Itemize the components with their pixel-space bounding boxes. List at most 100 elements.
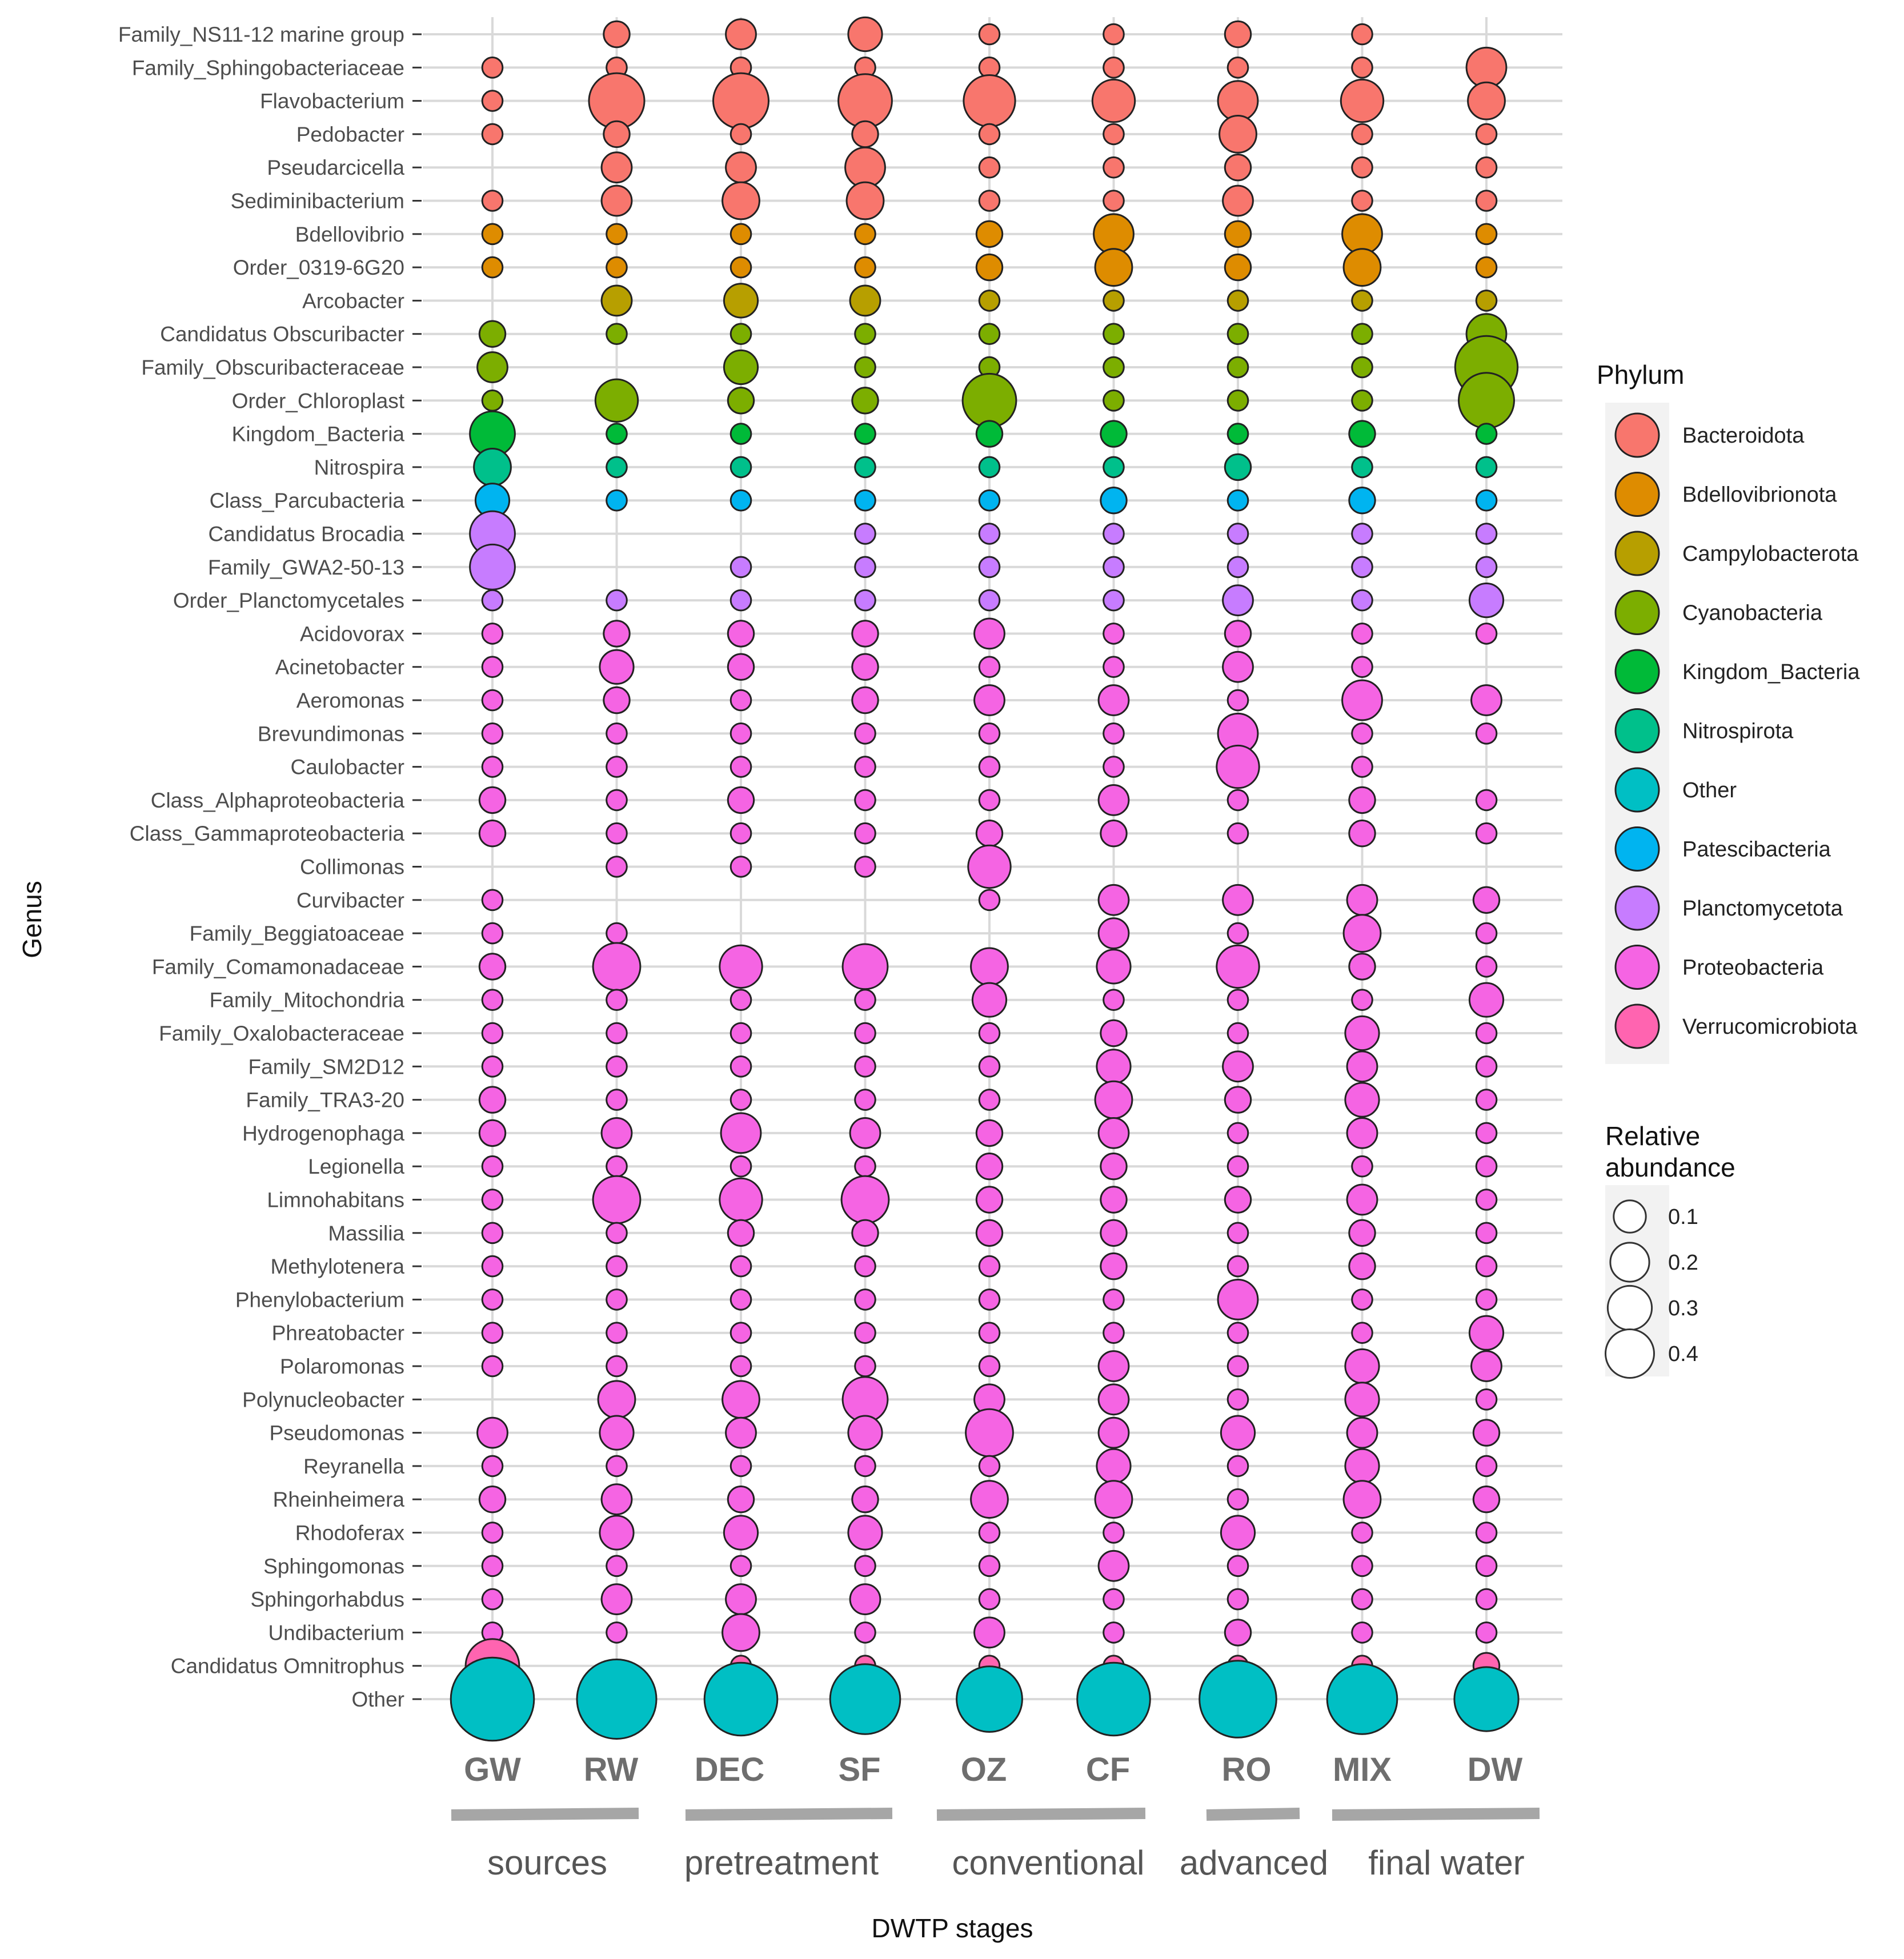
bubble xyxy=(729,1055,752,1078)
bubble xyxy=(1468,1315,1505,1351)
bubble xyxy=(1351,390,1373,412)
x-tick-label: SF xyxy=(838,1751,880,1788)
bubble xyxy=(978,190,1001,212)
bubble xyxy=(1346,1416,1378,1449)
y-tick-label: Nitrospira xyxy=(314,456,405,479)
bubble xyxy=(1224,1086,1252,1114)
bubble xyxy=(1475,956,1498,978)
bubble xyxy=(592,942,642,991)
bubble xyxy=(606,489,628,512)
bubble xyxy=(478,1119,507,1147)
bubble xyxy=(1217,1279,1259,1320)
bubble xyxy=(1341,679,1383,721)
y-tick-label: Family_Oxalobacteraceae xyxy=(159,1022,404,1045)
bubble xyxy=(978,789,1001,812)
bubble xyxy=(971,982,1008,1018)
bubble xyxy=(1103,290,1125,312)
bubble xyxy=(854,1022,876,1045)
bubble xyxy=(725,1416,757,1449)
bubble xyxy=(1326,1663,1398,1735)
bubble xyxy=(841,943,889,990)
bubble xyxy=(973,617,1005,650)
y-tick-label: Family_Beggiatoaceae xyxy=(190,922,404,945)
bubble xyxy=(978,123,1001,146)
bubble xyxy=(721,1380,760,1419)
bubble xyxy=(1351,456,1373,479)
bubble xyxy=(1344,1015,1380,1051)
bubble xyxy=(1475,789,1498,812)
phylum-legend-label: Other xyxy=(1682,778,1737,802)
bubble xyxy=(1226,1355,1249,1378)
size-legend-key xyxy=(1606,1284,1653,1331)
bubble xyxy=(1226,1488,1249,1511)
bubble xyxy=(1342,914,1382,953)
bubble xyxy=(1475,1255,1498,1278)
bubble xyxy=(476,1416,508,1449)
bubble xyxy=(1475,1022,1498,1045)
bubble xyxy=(719,1177,763,1222)
y-tick-label: Class_Gammaproteobacteria xyxy=(130,822,405,845)
bubble xyxy=(1100,1219,1128,1247)
bubble xyxy=(1222,1050,1254,1083)
bubble xyxy=(854,822,876,845)
phylum-legend-key xyxy=(1614,885,1660,931)
bubble xyxy=(854,789,876,812)
bubble xyxy=(1218,115,1257,154)
y-tick-label: Family_NS11-12 marine group xyxy=(118,23,404,46)
bubble xyxy=(729,1155,752,1178)
bubble xyxy=(1097,884,1130,916)
y-tick-label: Polynucleobacter xyxy=(242,1388,404,1411)
size-legend-label: 0.4 xyxy=(1668,1342,1698,1366)
bubble xyxy=(1222,584,1254,616)
bubble xyxy=(1226,489,1249,512)
bubble xyxy=(1475,1155,1498,1178)
bubble xyxy=(978,290,1001,312)
bubble xyxy=(1226,57,1249,79)
bubble xyxy=(729,1555,752,1577)
bubble xyxy=(1226,290,1249,312)
y-tick-label: Sphingorhabdus xyxy=(251,1588,405,1611)
stage-groups: sources pretreatment conventional advanced f… xyxy=(451,1808,1540,1882)
bubble xyxy=(603,20,631,49)
bubble xyxy=(481,1588,504,1611)
bubble xyxy=(1222,651,1254,683)
bubble xyxy=(606,1621,628,1644)
bubble xyxy=(1220,1515,1256,1551)
bubble xyxy=(727,1486,755,1514)
bubble xyxy=(606,423,628,445)
bubble xyxy=(1220,1415,1256,1451)
bubble xyxy=(1097,1350,1130,1382)
bubble xyxy=(1475,290,1498,312)
bubble xyxy=(1103,123,1125,146)
y-tick-label: Candidatus Brocadia xyxy=(209,523,405,546)
phylum-legend-title: Phylum xyxy=(1597,360,1684,390)
stage-group-label: conventional xyxy=(952,1844,1145,1882)
bubble xyxy=(603,686,631,714)
bubble xyxy=(854,556,876,579)
bubble xyxy=(606,922,628,945)
bubble xyxy=(1100,487,1128,515)
bubble xyxy=(1475,156,1498,179)
bubble xyxy=(854,1355,876,1378)
bubble xyxy=(1226,556,1249,579)
bubble xyxy=(606,589,628,612)
bubble xyxy=(1344,1382,1380,1418)
bubble xyxy=(1094,248,1133,287)
bubble xyxy=(481,1288,504,1311)
bubble xyxy=(973,1616,1005,1649)
bubble xyxy=(1475,523,1498,545)
bubble xyxy=(481,123,504,146)
phylum-legend-key xyxy=(1614,1003,1660,1049)
bubble xyxy=(1475,1621,1498,1644)
bubble xyxy=(1475,223,1498,246)
bubble xyxy=(854,1621,876,1644)
y-tick-label: Rhodoferax xyxy=(295,1522,405,1545)
bubble xyxy=(729,989,752,1011)
bubble xyxy=(1103,23,1125,46)
bubble xyxy=(1226,323,1249,346)
bubble xyxy=(975,220,1004,248)
bubble xyxy=(978,523,1001,545)
bubble xyxy=(1475,1122,1498,1145)
bubble xyxy=(1096,949,1132,985)
bubble xyxy=(978,1322,1001,1344)
